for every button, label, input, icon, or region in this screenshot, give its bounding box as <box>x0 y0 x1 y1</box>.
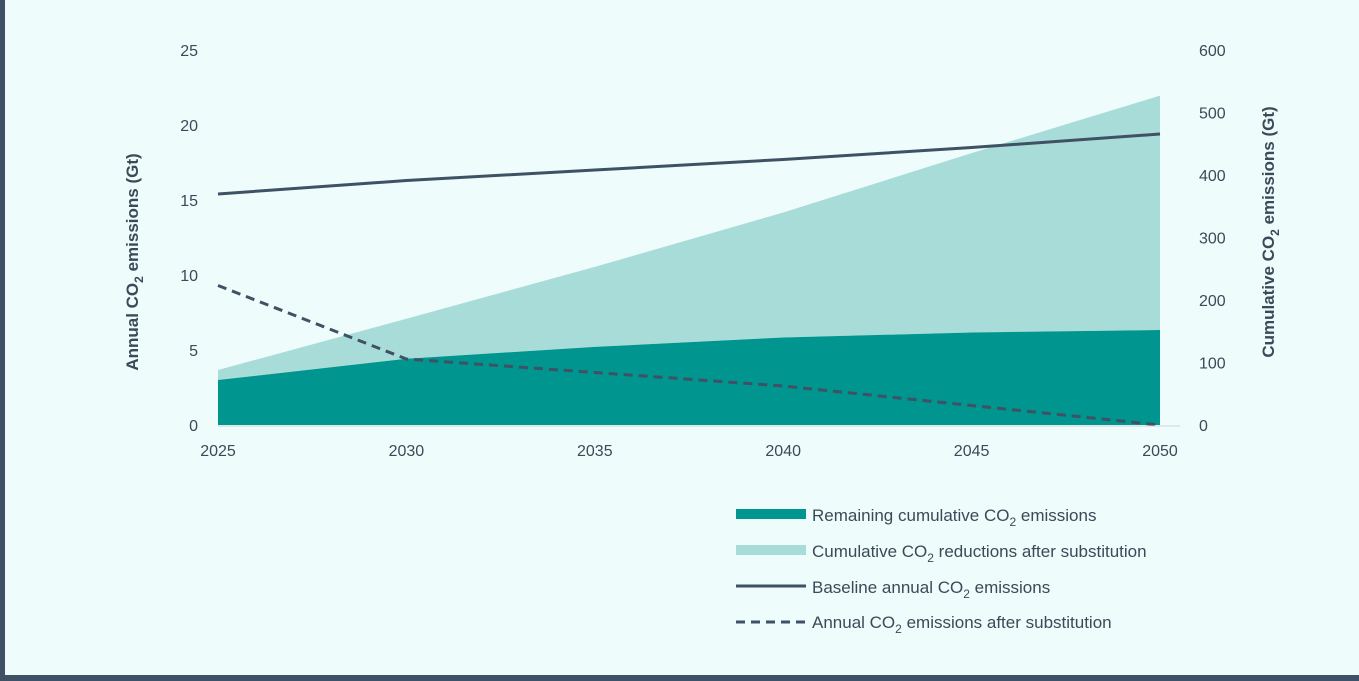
line-annual-after-substitution <box>217 284 1161 427</box>
line-baseline-annual <box>217 132 1161 196</box>
x-tick-label: 2030 <box>389 443 425 460</box>
legend-label-after: Annual CO2 emissions after substitution <box>812 613 1112 636</box>
right-axis-title: Cumulative CO2 emissions (Gt) <box>1259 106 1282 357</box>
frame-bottom-border <box>0 675 1359 681</box>
right-tick-label: 200 <box>1199 293 1226 310</box>
left-tick-label: 25 <box>180 43 198 60</box>
right-tick-label: 100 <box>1199 356 1226 373</box>
right-tick-label: 0 <box>1199 418 1208 435</box>
legend-item-baseline: Baseline annual CO2 emissions <box>736 578 1050 601</box>
legend: Remaining cumulative CO2 emissions Cumul… <box>736 506 1147 636</box>
legend-label-reductions: Cumulative CO2 reductions after substitu… <box>812 542 1147 565</box>
legend-swatch-reductions <box>736 545 806 555</box>
left-tick-label: 0 <box>189 418 198 435</box>
legend-swatch-remaining <box>736 509 806 519</box>
left-y-axis-ticks: 0 5 10 15 20 25 <box>180 43 198 435</box>
x-tick-label: 2025 <box>200 443 236 460</box>
right-tick-label: 600 <box>1199 43 1226 60</box>
right-tick-label: 500 <box>1199 106 1226 123</box>
legend-item-remaining: Remaining cumulative CO2 emissions <box>736 506 1096 529</box>
right-tick-label: 300 <box>1199 231 1226 248</box>
x-tick-label: 2050 <box>1142 443 1178 460</box>
line-layer <box>217 132 1161 427</box>
frame-left-border <box>0 0 5 681</box>
area-cumulative-reductions <box>218 95 1160 380</box>
left-tick-label: 20 <box>180 118 198 135</box>
x-tick-label: 2035 <box>577 443 613 460</box>
legend-label-baseline: Baseline annual CO2 emissions <box>812 578 1050 601</box>
left-tick-label: 5 <box>189 343 198 360</box>
x-tick-label: 2040 <box>765 443 801 460</box>
x-tick-label: 2045 <box>954 443 990 460</box>
legend-label-remaining: Remaining cumulative CO2 emissions <box>812 506 1096 529</box>
right-tick-label: 400 <box>1199 168 1226 185</box>
legend-item-reductions: Cumulative CO2 reductions after substitu… <box>736 542 1147 565</box>
right-y-axis-ticks: 0 100 200 300 400 500 600 <box>1199 43 1226 435</box>
left-tick-label: 10 <box>180 268 198 285</box>
left-axis-title: Annual CO2 emissions (Gt) <box>123 153 146 370</box>
legend-item-after: Annual CO2 emissions after substitution <box>736 613 1112 636</box>
x-axis-ticks: 2025 2030 2035 2040 2045 2050 <box>200 443 1178 460</box>
left-tick-label: 15 <box>180 193 198 210</box>
